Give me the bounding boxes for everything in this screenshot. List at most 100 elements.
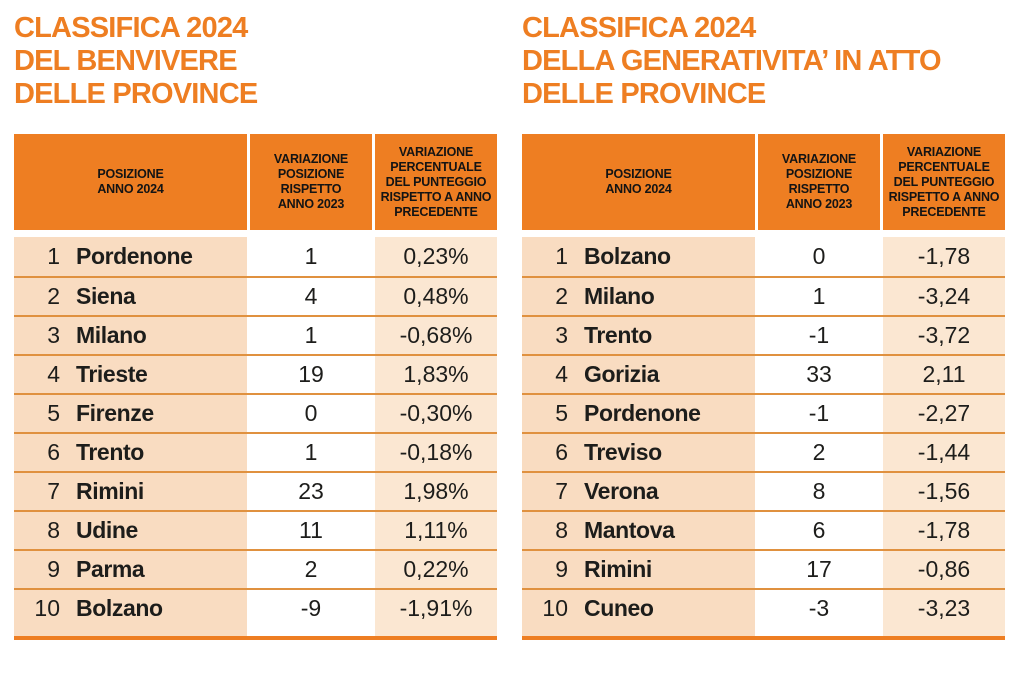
score-variation-value: -2,27 (883, 395, 1005, 432)
rank-number: 9 (47, 556, 60, 582)
position-variation-value: 1 (250, 434, 372, 471)
position-variation-value: 33 (758, 356, 880, 393)
benvivere-table-header: POSIZIONE ANNO 2024 VARIAZIONE POSIZIONE… (14, 134, 497, 230)
table-row: 2 Milano 1 -3,24 (522, 276, 1005, 315)
score-variation-value: 2,11 (883, 356, 1005, 393)
score-variation-value: 1,11% (375, 512, 497, 549)
benvivere-header-variazione-percentuale: VARIAZIONE PERCENTUALE DEL PUNTEGGIO RIS… (375, 134, 497, 230)
province-name: Trento (584, 322, 652, 348)
province-name: Udine (76, 517, 138, 543)
generativita-title-line-2: DELLA GENERATIVITA’ IN ATTO (522, 45, 942, 77)
province-name: Mantova (584, 517, 675, 543)
score-variation-value: -3,24 (883, 278, 1005, 315)
benvivere-table-footer-strip (14, 627, 497, 636)
table-row: 3 Trento -1 -3,72 (522, 315, 1005, 354)
position-variation-value: 1 (250, 237, 372, 276)
position-variation-value: 8 (758, 473, 880, 510)
score-variation-value: -0,30% (375, 395, 497, 432)
benvivere-title-line-2: DEL BENVIVERE (14, 45, 238, 77)
generativita-title-line-1: CLASSIFICA 2024 (522, 12, 756, 44)
generativita-title-line-3: DELLE PROVINCE (522, 78, 766, 110)
benvivere-header-posizione: POSIZIONE ANNO 2024 (14, 134, 247, 230)
table-row: 2 Siena 4 0,48% (14, 276, 497, 315)
generativita-header-variazione-percentuale: VARIAZIONE PERCENTUALE DEL PUNTEGGIO RIS… (883, 134, 1005, 230)
province-name: Firenze (76, 400, 154, 426)
generativita-bottom-rule (522, 636, 1005, 640)
score-variation-value: -3,23 (883, 590, 1005, 627)
score-variation-value: -1,78 (883, 237, 1005, 276)
benvivere-title-line-3: DELLE PROVINCE (14, 78, 258, 110)
benvivere-header-variazione-posizione: VARIAZIONE POSIZIONE RISPETTO ANNO 2023 (250, 134, 372, 230)
benvivere-title-line-1: CLASSIFICA 2024 (14, 12, 248, 44)
generativita-table-footer-strip (522, 627, 1005, 636)
score-variation-value: 0,48% (375, 278, 497, 315)
table-row: 3 Milano 1 -0,68% (14, 315, 497, 354)
position-variation-value: 1 (758, 278, 880, 315)
position-variation-value: -1 (758, 317, 880, 354)
rank-number: 6 (555, 439, 568, 465)
score-variation-value: -1,78 (883, 512, 1005, 549)
score-variation-value: -1,91% (375, 590, 497, 627)
province-name: Milano (584, 283, 655, 309)
benvivere-table-body: 1 Pordenone 1 0,23% 2 Siena 4 0,48% 3 Mi… (14, 237, 497, 627)
panel-benvivere: CLASSIFICA 2024 DEL BENVIVERE DELLE PROV… (14, 12, 497, 640)
score-variation-value: -1,44 (883, 434, 1005, 471)
province-name: Bolzano (584, 243, 671, 269)
table-row: 10 Cuneo -3 -3,23 (522, 588, 1005, 627)
rank-number: 2 (47, 283, 60, 309)
rank-number: 4 (47, 361, 60, 387)
position-variation-value: 2 (250, 551, 372, 588)
table-row: 8 Udine 11 1,11% (14, 510, 497, 549)
province-name: Pordenone (76, 243, 193, 269)
panel-generativita: CLASSIFICA 2024 DELLA GENERATIVITA’ IN A… (522, 12, 1005, 640)
table-row: 6 Trento 1 -0,18% (14, 432, 497, 471)
position-variation-value: 0 (250, 395, 372, 432)
province-name: Gorizia (584, 361, 660, 387)
province-name: Trento (76, 439, 144, 465)
province-name: Bolzano (76, 595, 163, 621)
score-variation-value: 1,83% (375, 356, 497, 393)
position-variation-value: -1 (758, 395, 880, 432)
score-variation-value: -0,18% (375, 434, 497, 471)
table-row: 9 Parma 2 0,22% (14, 549, 497, 588)
rank-number: 10 (542, 595, 568, 621)
benvivere-title: CLASSIFICA 2024 DEL BENVIVERE DELLE PROV… (14, 12, 497, 122)
table-row: 5 Firenze 0 -0,30% (14, 393, 497, 432)
province-name: Parma (76, 556, 145, 582)
position-variation-value: 11 (250, 512, 372, 549)
score-variation-value: -0,86 (883, 551, 1005, 588)
province-name: Treviso (584, 439, 662, 465)
rank-number: 7 (47, 478, 60, 504)
score-variation-value: 0,22% (375, 551, 497, 588)
score-variation-value: -1,56 (883, 473, 1005, 510)
table-row: 4 Gorizia 33 2,11 (522, 354, 1005, 393)
score-variation-value: -3,72 (883, 317, 1005, 354)
generativita-table-header: POSIZIONE ANNO 2024 VARIAZIONE POSIZIONE… (522, 134, 1005, 230)
generativita-header-posizione: POSIZIONE ANNO 2024 (522, 134, 755, 230)
province-name: Milano (76, 322, 147, 348)
table-row: 8 Mantova 6 -1,78 (522, 510, 1005, 549)
position-variation-value: -9 (250, 590, 372, 627)
table-row: 5 Pordenone -1 -2,27 (522, 393, 1005, 432)
position-variation-value: 1 (250, 317, 372, 354)
position-variation-value: 6 (758, 512, 880, 549)
benvivere-bottom-rule (14, 636, 497, 640)
table-row: 1 Bolzano 0 -1,78 (522, 237, 1005, 276)
rank-number: 3 (555, 322, 568, 348)
position-variation-value: -3 (758, 590, 880, 627)
score-variation-value: 1,98% (375, 473, 497, 510)
rank-number: 3 (47, 322, 60, 348)
rank-number: 6 (47, 439, 60, 465)
table-row: 4 Trieste 19 1,83% (14, 354, 497, 393)
position-variation-value: 19 (250, 356, 372, 393)
score-variation-value: 0,23% (375, 237, 497, 276)
province-name: Trieste (76, 361, 148, 387)
rank-number: 1 (47, 243, 60, 269)
province-name: Rimini (584, 556, 652, 582)
province-name: Siena (76, 283, 136, 309)
position-variation-value: 23 (250, 473, 372, 510)
rank-number: 8 (555, 517, 568, 543)
infographic-container: CLASSIFICA 2024 DEL BENVIVERE DELLE PROV… (14, 12, 1005, 640)
province-name: Cuneo (584, 595, 654, 621)
table-row: 9 Rimini 17 -0,86 (522, 549, 1005, 588)
